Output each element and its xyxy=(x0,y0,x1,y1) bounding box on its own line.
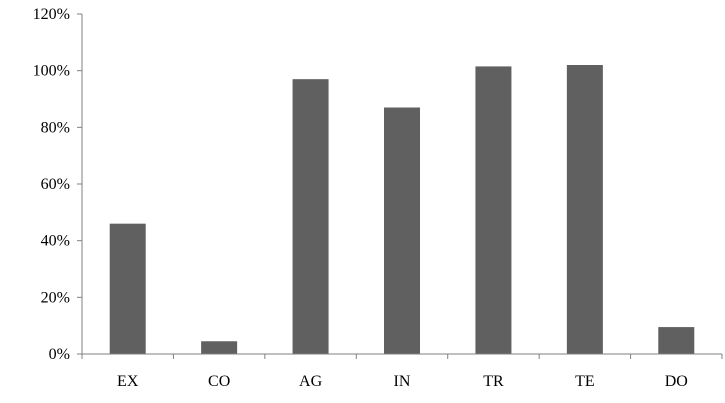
bar-do xyxy=(658,327,695,354)
y-tick-label: 60% xyxy=(41,176,70,193)
x-tick-label: AG xyxy=(299,373,323,390)
bar-in xyxy=(384,107,420,354)
bar-co xyxy=(201,341,238,354)
bar-te xyxy=(566,65,603,354)
y-tick-label: 0% xyxy=(49,346,70,363)
y-tick-label: 40% xyxy=(41,233,70,250)
bar-ag xyxy=(292,79,329,355)
x-tick-label: DO xyxy=(665,373,688,390)
y-tick-label: 80% xyxy=(41,119,70,136)
x-axis: EX CO AG IN TR TE DO xyxy=(81,353,723,390)
x-tick-label: TE xyxy=(575,373,595,390)
x-tick-label: TR xyxy=(483,373,504,390)
x-tick-label: EX xyxy=(117,373,139,390)
x-tick-label: CO xyxy=(208,373,230,390)
bar-tr xyxy=(475,66,512,355)
y-tick-label: 100% xyxy=(33,63,70,80)
x-tick-label: IN xyxy=(394,373,411,390)
y-tick-label: 20% xyxy=(41,289,70,306)
y-axis: 0% 20% 40% 60% 80% 100% 120% xyxy=(33,6,83,363)
bar-ex xyxy=(109,223,146,354)
y-tick-label: 120% xyxy=(33,6,70,23)
bars xyxy=(109,65,695,355)
